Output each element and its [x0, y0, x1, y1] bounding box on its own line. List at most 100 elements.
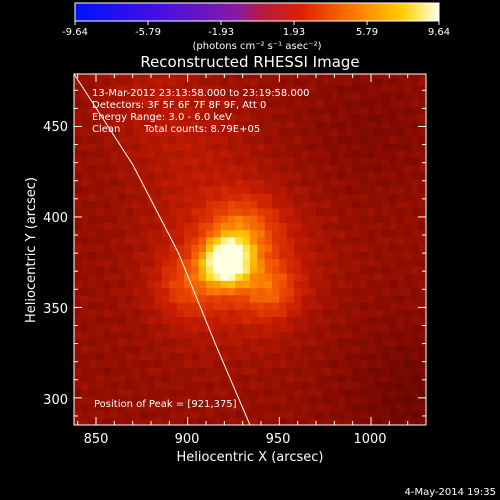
- heatmap-cell: [360, 222, 368, 231]
- heatmap-cell: [286, 215, 295, 223]
- heatmap-cell: [81, 323, 90, 332]
- heatmap-cell: [213, 157, 222, 166]
- heatmap-cell: [191, 374, 200, 383]
- heatmap-cell: [235, 323, 244, 332]
- heatmap-cell: [345, 229, 354, 238]
- heatmap-cell: [118, 200, 126, 209]
- heatmap-cell: [132, 374, 141, 383]
- heatmap-cell: [367, 280, 376, 289]
- heatmap-cell: [411, 301, 420, 310]
- heatmap-cell: [184, 265, 192, 274]
- heatmap-cell: [198, 345, 207, 354]
- heatmap-cell: [360, 374, 368, 383]
- heatmap-cell: [396, 236, 405, 245]
- heatmap-cell: [367, 258, 376, 267]
- heatmap-cell: [242, 352, 251, 361]
- heatmap-cell: [213, 403, 222, 412]
- heatmap-cell: [250, 301, 258, 310]
- heatmap-cell: [88, 309, 97, 318]
- heatmap-cell: [250, 294, 258, 303]
- heatmap-cell: [103, 215, 112, 223]
- heatmap-cell: [360, 142, 368, 151]
- heatmap-cell: [96, 410, 104, 419]
- heatmap-cell: [345, 251, 354, 260]
- heatmap-cell: [272, 207, 280, 216]
- heatmap-cell: [286, 222, 295, 231]
- heatmap-cell: [374, 128, 383, 137]
- heatmap-cell: [352, 345, 361, 354]
- heatmap-cell: [308, 164, 317, 173]
- heatmap-cell: [206, 323, 214, 332]
- heatmap-cell: [345, 309, 354, 318]
- heatmap-cell: [154, 388, 163, 397]
- heatmap-cell: [213, 294, 222, 303]
- heatmap-cell: [96, 294, 104, 303]
- heatmap-cell: [96, 388, 104, 397]
- heatmap-cell: [418, 345, 426, 354]
- heatmap-cell: [125, 410, 134, 419]
- heatmap-cell: [220, 309, 229, 318]
- heatmap-cell: [96, 149, 104, 158]
- heatmap-cell: [345, 106, 354, 115]
- heatmap-cell: [404, 128, 412, 137]
- heatmap-cell: [169, 287, 178, 296]
- heatmap-cell: [272, 367, 280, 375]
- heatmap-cell: [272, 323, 280, 332]
- heatmap-cell: [272, 338, 280, 346]
- heatmap-cell: [110, 186, 119, 195]
- heatmap-cell: [125, 84, 134, 93]
- heatmap-cell: [323, 128, 332, 137]
- heatmap-cell: [323, 84, 332, 93]
- heatmap-cell: [316, 287, 324, 296]
- heatmap-cell: [360, 280, 368, 289]
- colorbar-ticks: [74, 21, 440, 25]
- heatmap-cell: [184, 374, 192, 383]
- heatmap-cell: [132, 142, 141, 151]
- heatmap-cell: [184, 106, 192, 115]
- heatmap-cell: [132, 157, 141, 166]
- heatmap-cell: [110, 265, 119, 274]
- heatmap-cell: [198, 149, 207, 158]
- heatmap-cell: [257, 171, 266, 180]
- heatmap-cell: [330, 330, 339, 339]
- heatmap-cell: [323, 359, 332, 368]
- heatmap-cell: [301, 294, 310, 303]
- heatmap-cell: [74, 301, 82, 310]
- heatmap-cell: [396, 128, 405, 137]
- heatmap-cell: [389, 171, 398, 180]
- heatmap-cell: [88, 410, 97, 419]
- heatmap-cell: [206, 200, 214, 209]
- heatmap-cell: [257, 323, 266, 332]
- time-range-annotation: 13-Mar-2012 23:13:58.000 to 23:19:58.000: [92, 88, 310, 99]
- heatmap-cell: [74, 338, 82, 346]
- heatmap-cell: [338, 244, 346, 252]
- heatmap-cell: [352, 323, 361, 332]
- heatmap-cell: [264, 258, 273, 267]
- heatmap-cell: [264, 338, 273, 346]
- heatmap-cell: [118, 99, 126, 108]
- heatmap-cell: [272, 374, 280, 383]
- heatmap-cell: [286, 121, 295, 129]
- heatmap-cell: [169, 207, 178, 216]
- heatmap-cell: [162, 215, 170, 223]
- heatmap-cell: [198, 164, 207, 173]
- heatmap-cell: [250, 388, 258, 397]
- heatmap-cell: [338, 345, 346, 354]
- heatmap-cell: [191, 178, 200, 187]
- heatmap-cell: [81, 330, 90, 339]
- heatmap-cell: [88, 316, 97, 325]
- heatmap-cell: [272, 229, 280, 238]
- heatmap-cell: [176, 287, 185, 296]
- heatmap-cell: [279, 106, 288, 115]
- heatmap-cell: [323, 77, 332, 86]
- heatmap-cell: [367, 128, 376, 137]
- heatmap-cell: [286, 186, 295, 195]
- heatmap-cell: [81, 244, 90, 252]
- heatmap-cell: [242, 396, 251, 404]
- heatmap-cell: [169, 316, 178, 325]
- heatmap-cell: [147, 92, 156, 100]
- heatmap-cell: [132, 186, 141, 195]
- heatmap-cell: [367, 121, 376, 129]
- heatmap-cell: [103, 92, 112, 100]
- heatmap-cell: [360, 178, 368, 187]
